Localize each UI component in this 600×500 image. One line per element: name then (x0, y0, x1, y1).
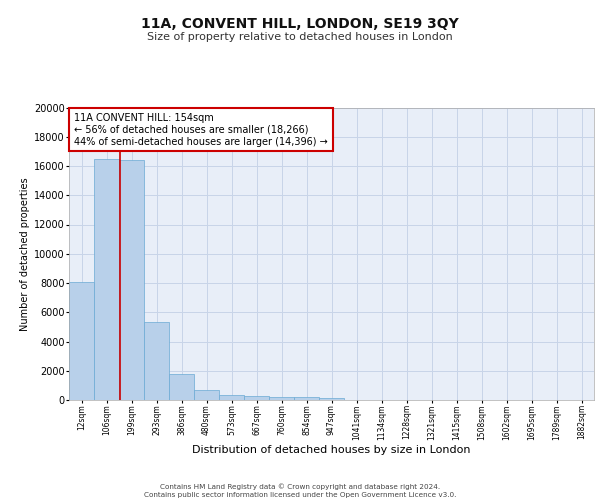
Bar (169, 374, 194, 400)
Bar (219, 395, 244, 400)
Bar (194, 390, 219, 400)
Bar (94, 158, 119, 400)
Y-axis label: Number of detached properties: Number of detached properties (20, 177, 30, 330)
X-axis label: Distribution of detached houses by size in London: Distribution of detached houses by size … (192, 446, 471, 456)
Bar (319, 398, 344, 400)
Bar (269, 397, 294, 400)
Text: Size of property relative to detached houses in London: Size of property relative to detached ho… (147, 32, 453, 42)
Text: Contains HM Land Registry data © Crown copyright and database right 2024.
Contai: Contains HM Land Registry data © Crown c… (144, 484, 456, 498)
Text: 11A CONVENT HILL: 154sqm
← 56% of detached houses are smaller (18,266)
44% of se: 11A CONVENT HILL: 154sqm ← 56% of detach… (74, 114, 328, 146)
Bar (144, 322, 169, 400)
Bar (244, 396, 269, 400)
Text: 11A, CONVENT HILL, LONDON, SE19 3QY: 11A, CONVENT HILL, LONDON, SE19 3QY (141, 18, 459, 32)
Bar (294, 398, 319, 400)
Bar (119, 160, 144, 400)
Bar (69, 282, 94, 400)
